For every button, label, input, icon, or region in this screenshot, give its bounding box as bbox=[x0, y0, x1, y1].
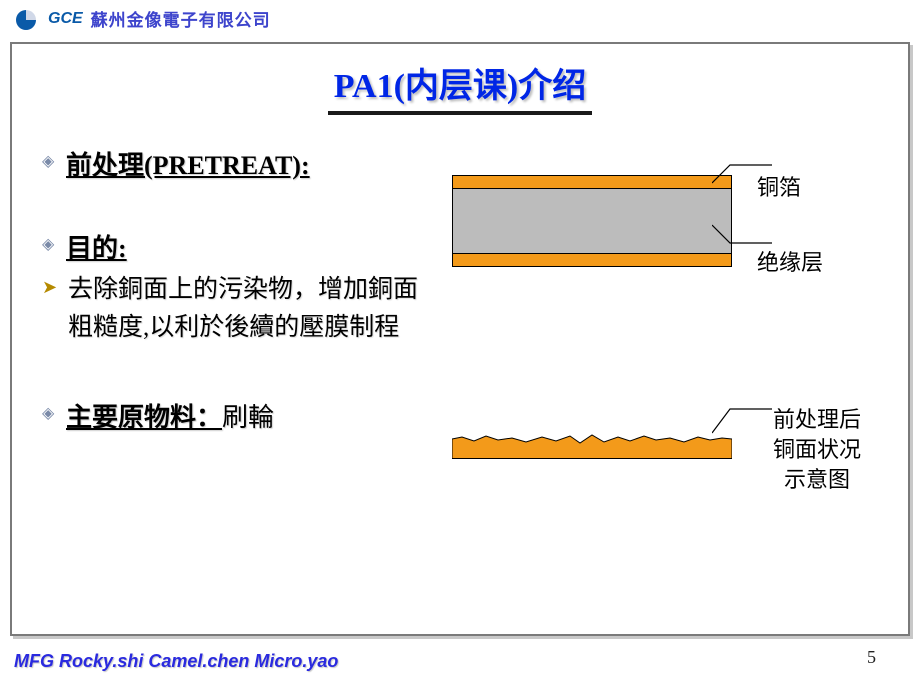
layer-insulation bbox=[453, 189, 731, 253]
footer-credits: MFG Rocky.shi Camel.chen Micro.yao bbox=[14, 651, 338, 672]
slide-title: PA1(内层课)介绍 bbox=[328, 58, 592, 115]
rough-line3: 示意图 bbox=[784, 467, 850, 492]
arrow-bullet-icon: ➤ bbox=[42, 271, 68, 303]
bullet-material: ◈ 主要原物料：刷輪 bbox=[42, 397, 442, 434]
diamond-bullet-icon: ◈ bbox=[42, 397, 66, 429]
slide-frame: PA1(内层课)介绍 ◈ 前处理(PRETREAT): ◈ 目的: ➤ 去除銅面… bbox=[10, 42, 910, 636]
purpose-body: 去除銅面上的污染物，增加銅面粗糙度,以利於後續的壓膜制程 bbox=[68, 271, 442, 347]
layer-stack bbox=[452, 175, 732, 267]
content-area: ◈ 前处理(PRETREAT): ◈ 目的: ➤ 去除銅面上的污染物，增加銅面粗… bbox=[12, 115, 908, 635]
label-insulation: 绝缘层 bbox=[757, 245, 823, 277]
logo-icon bbox=[12, 7, 40, 31]
bullet-pretreat: ◈ 前处理(PRETREAT): bbox=[42, 145, 442, 182]
left-column: ◈ 前处理(PRETREAT): ◈ 目的: ➤ 去除銅面上的污染物，增加銅面粗… bbox=[42, 145, 442, 456]
leader-insulation bbox=[712, 215, 772, 245]
company-name: 蘇州金像電子有限公司 bbox=[91, 6, 271, 31]
header: GCE 蘇州金像電子有限公司 bbox=[12, 6, 271, 31]
logo-text: GCE bbox=[48, 10, 83, 28]
title-wrap: PA1(内层课)介绍 bbox=[12, 44, 908, 115]
rough-surface-diagram bbox=[452, 415, 732, 465]
layer-copper-bottom bbox=[453, 253, 731, 267]
label-copper: 铜箔 bbox=[757, 170, 801, 202]
purpose-body-row: ➤ 去除銅面上的污染物，增加銅面粗糙度,以利於後續的壓膜制程 bbox=[42, 271, 442, 347]
rough-line2: 铜面状况 bbox=[773, 437, 861, 462]
bullet-purpose: ◈ 目的: bbox=[42, 228, 442, 265]
diamond-bullet-icon: ◈ bbox=[42, 228, 66, 260]
material-label: 主要原物料： bbox=[66, 403, 222, 432]
layer-copper-top bbox=[453, 175, 731, 189]
pretreat-heading: 前处理(PRETREAT): bbox=[66, 145, 310, 182]
material-line: 主要原物料：刷輪 bbox=[66, 397, 274, 434]
purpose-heading: 目的: bbox=[66, 228, 127, 265]
rough-surface-svg bbox=[452, 433, 732, 459]
diamond-bullet-icon: ◈ bbox=[42, 145, 66, 177]
material-value: 刷輪 bbox=[222, 403, 274, 432]
page-number: 5 bbox=[867, 647, 876, 668]
rough-line1: 前处理后 bbox=[773, 407, 861, 432]
layer-diagram bbox=[452, 175, 732, 275]
label-rough-surface: 前处理后 铜面状况 示意图 bbox=[757, 405, 877, 495]
